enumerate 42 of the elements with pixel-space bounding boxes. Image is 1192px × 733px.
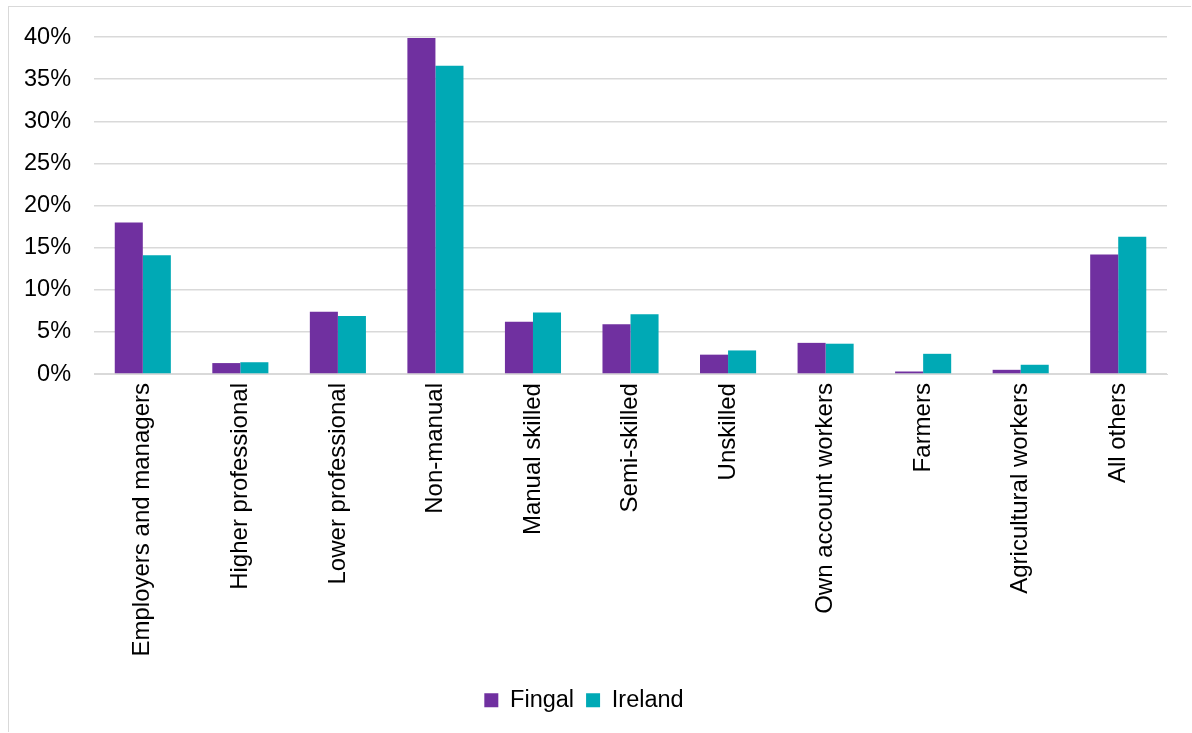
bar <box>728 350 757 374</box>
bar <box>602 324 631 374</box>
x-tick-label: Farmers <box>907 383 935 473</box>
y-tick-label: 20% <box>23 191 72 218</box>
bar <box>337 315 366 374</box>
y-tick-label: 10% <box>23 275 72 302</box>
y-tick-label: 15% <box>23 233 72 260</box>
bar <box>1118 236 1147 374</box>
y-tick-label: 35% <box>23 64 72 91</box>
x-tick-label: Unskilled <box>712 383 740 481</box>
bar <box>407 37 436 374</box>
bar <box>797 342 826 374</box>
y-tick-label: 0% <box>37 359 72 386</box>
x-tick-label: Agricultural workers <box>1005 383 1033 594</box>
x-tick-label: All others <box>1102 383 1130 484</box>
bar <box>700 354 729 374</box>
bar <box>923 353 952 374</box>
y-tick-label: 30% <box>23 106 72 133</box>
x-tick-label: Manual skilled <box>517 383 545 536</box>
y-tick-label: 25% <box>23 148 72 175</box>
bar <box>142 255 171 374</box>
x-tick-label: Own account workers <box>810 383 838 614</box>
x-tick-label: Semi-skilled <box>615 383 643 513</box>
x-tick-label: Employers and managers <box>127 383 155 657</box>
legend-label: Ireland <box>611 685 684 712</box>
bar <box>532 312 562 374</box>
y-tick-label: 40% <box>23 22 72 49</box>
x-tick-label: Lower professional <box>322 383 350 585</box>
bar <box>504 321 533 374</box>
bar <box>240 362 269 374</box>
bar <box>1020 364 1049 374</box>
bar <box>435 65 464 374</box>
bar <box>212 363 241 374</box>
x-tick-label: Higher professional <box>224 383 252 590</box>
bar <box>114 222 143 374</box>
bar <box>825 343 854 374</box>
bar <box>1090 254 1119 374</box>
bar <box>309 311 338 374</box>
y-tick-label: 5% <box>37 317 72 344</box>
legend-label: Fingal <box>510 685 575 712</box>
bar <box>630 314 659 374</box>
x-tick-label: Non-manual <box>420 383 448 514</box>
